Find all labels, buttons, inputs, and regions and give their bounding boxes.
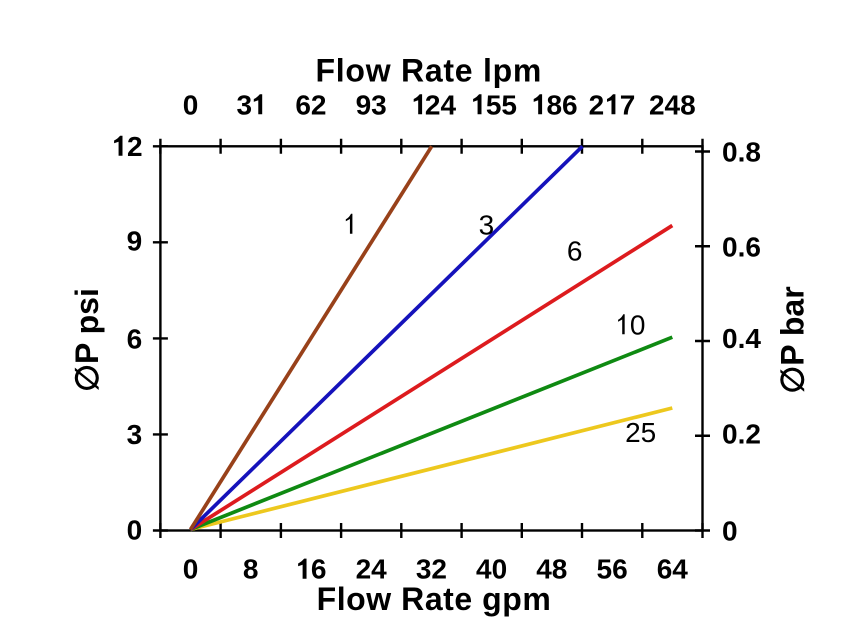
svg-text:0: 0: [630, 309, 646, 340]
svg-text:Flow Rate gpm: Flow Rate gpm: [317, 581, 552, 617]
svg-text:0: 0: [183, 554, 199, 585]
svg-text:0.2: 0.2: [722, 419, 761, 450]
svg-text:86: 86: [546, 89, 577, 120]
svg-text:0: 0: [183, 89, 199, 120]
svg-text:25: 25: [625, 417, 656, 448]
svg-text:2: 2: [589, 89, 605, 120]
svg-text:32: 32: [416, 554, 447, 585]
svg-text:3: 3: [479, 210, 495, 241]
svg-text:Flow Rate lpm: Flow Rate lpm: [315, 53, 542, 89]
svg-text:40: 40: [476, 554, 507, 585]
svg-text:3: 3: [127, 419, 143, 450]
svg-text:56: 56: [597, 554, 628, 585]
svg-text:6: 6: [567, 236, 583, 267]
svg-text:0.8: 0.8: [722, 137, 761, 168]
svg-text:93: 93: [356, 89, 387, 120]
svg-text:0.4: 0.4: [722, 323, 761, 354]
svg-text:62: 62: [295, 89, 326, 120]
svg-text:0.6: 0.6: [722, 232, 761, 263]
svg-text:∅P psi: ∅P psi: [69, 288, 105, 392]
svg-text:0: 0: [127, 515, 143, 546]
svg-text:248: 248: [649, 89, 696, 120]
svg-text:3: 3: [237, 89, 253, 120]
svg-text:6: 6: [311, 554, 327, 585]
svg-text:∅P bar: ∅P bar: [775, 286, 811, 393]
svg-text:24: 24: [425, 89, 457, 120]
svg-text:9: 9: [127, 225, 143, 256]
svg-text:0: 0: [722, 516, 738, 547]
svg-text:64: 64: [657, 554, 689, 585]
svg-text:55: 55: [486, 89, 517, 120]
svg-text:8: 8: [243, 554, 259, 585]
svg-text:7: 7: [620, 89, 636, 120]
svg-text:48: 48: [536, 554, 567, 585]
svg-text:6: 6: [127, 323, 143, 354]
svg-text:2: 2: [127, 131, 143, 162]
svg-text:24: 24: [356, 554, 388, 585]
